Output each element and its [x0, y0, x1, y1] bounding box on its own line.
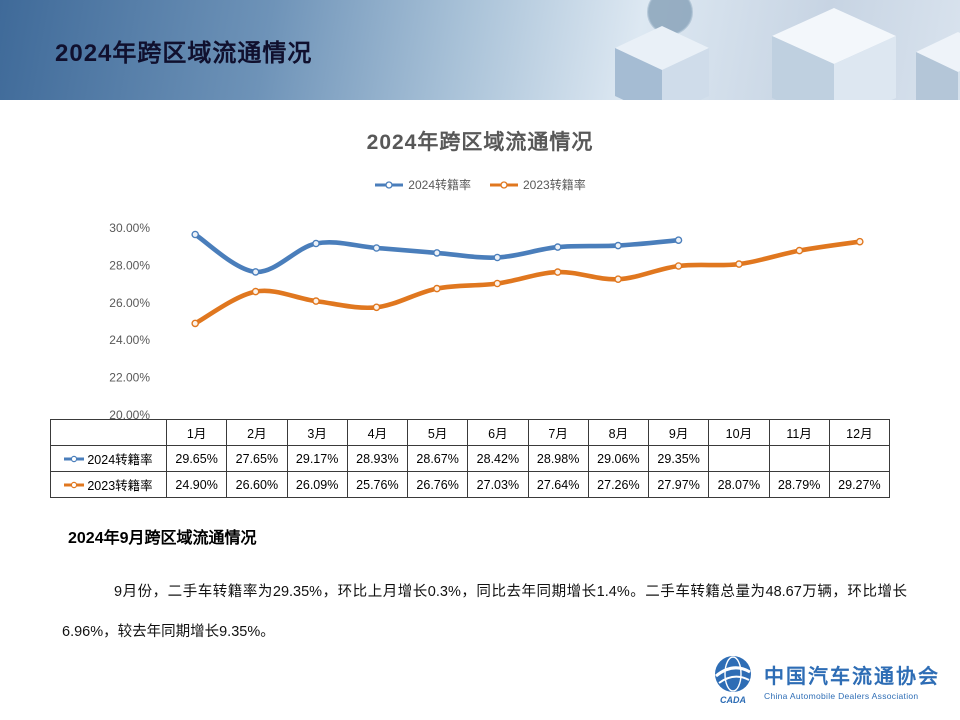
value-cell: 28.79%	[768, 471, 830, 498]
table-corner-cell	[50, 419, 167, 446]
cada-logo-icon: CADA	[715, 656, 751, 705]
value-cell: 27.03%	[467, 471, 529, 498]
svg-text:28.00%: 28.00%	[109, 258, 150, 272]
month-header-cell: 9月	[647, 419, 710, 446]
row-label: 2024转籍率	[87, 453, 153, 467]
value-cell	[768, 445, 830, 472]
month-header-cell: 11月	[768, 419, 830, 446]
value-cell: 25.76%	[346, 471, 409, 498]
cada-logo-text: CADA	[720, 695, 746, 705]
value-cell	[708, 445, 770, 472]
value-cell: 26.76%	[406, 471, 469, 498]
value-cell: 24.90%	[165, 471, 228, 498]
row-label-cell: 2024转籍率	[50, 445, 167, 472]
month-header-cell: 7月	[527, 419, 589, 446]
legend-line-marker-icon	[490, 180, 518, 189]
value-cell: 28.98%	[527, 445, 589, 472]
chart-data-table: 1月 2月 3月 4月 5月 6月 7月 8月 9月 10月 11月 12月 2024转籍率 29.65%…	[50, 419, 891, 498]
value-cell: 29.17%	[286, 445, 348, 472]
month-header-cell: 5月	[406, 419, 469, 446]
row-label-cell: 2023转籍率	[50, 471, 167, 498]
svg-text:24.00%: 24.00%	[109, 333, 150, 347]
month-header-cell: 10月	[708, 419, 770, 446]
table-header-row: 1月 2月 3月 4月 5月 6月 7月 8月 9月 10月 11月 12月	[50, 419, 891, 446]
value-cell: 26.60%	[226, 471, 288, 498]
series-key-icon	[64, 481, 85, 488]
series-key-icon	[64, 455, 85, 462]
legend-label: 2023转籍率	[523, 178, 586, 192]
legend-label: 2024转籍率	[408, 178, 471, 192]
month-header-cell: 6月	[467, 419, 529, 446]
value-cell: 27.65%	[226, 445, 288, 472]
row-label: 2023转籍率	[87, 479, 153, 493]
slide-header: 2024年跨区域流通情况	[0, 0, 960, 100]
slide-title: 2024年跨区域流通情况	[55, 40, 313, 67]
value-cell: 28.07%	[708, 471, 770, 498]
month-header-cell: 12月	[828, 419, 891, 446]
value-cell: 26.09%	[286, 471, 348, 498]
value-cell: 29.35%	[647, 445, 710, 472]
section-heading: 2024年9月跨区域流通情况	[68, 530, 257, 547]
chart-title: 2024年跨区域流通情况	[366, 131, 594, 154]
svg-text:30.00%: 30.00%	[109, 221, 150, 235]
value-cell: 29.06%	[587, 445, 650, 472]
svg-text:22.00%: 22.00%	[109, 371, 150, 385]
value-cell: 29.65%	[165, 445, 228, 472]
value-cell: 29.27%	[828, 471, 891, 498]
value-cell: 27.64%	[527, 471, 589, 498]
legend-line-marker-icon	[375, 180, 404, 189]
org-name-cn: 中国汽车流通协会	[764, 665, 940, 688]
org-name-en: China Automobile Dealers Association	[764, 690, 919, 701]
header-decoration-cubes	[615, 0, 960, 100]
chart-legend: 2024转籍率 2023转籍率	[0, 176, 960, 193]
month-header-cell: 4月	[346, 419, 409, 446]
table-row: 2023转籍率 24.90% 26.60% 26.09% 25.76% 26.76% 27.…	[50, 471, 891, 498]
legend-item: 2023转籍率	[489, 176, 586, 193]
table-row: 2024转籍率 29.65% 27.65% 29.17% 28.93% 28.67% 28.…	[50, 445, 891, 472]
month-header-cell: 2月	[226, 419, 288, 446]
value-cell: 28.93%	[346, 445, 409, 472]
value-cell: 28.67%	[406, 445, 469, 472]
month-header-cell: 1月	[165, 419, 228, 446]
org-logo: CADA 中国汽车流通协会 China Automobile Dealers A…	[710, 654, 940, 706]
svg-text:26.00%: 26.00%	[109, 296, 150, 310]
legend-item: 2024转籍率	[374, 176, 471, 193]
summary-paragraph: 9月份，二手车转籍率为29.35%，环比上月增长0.3%，同比去年同期增长1.4…	[62, 584, 907, 640]
value-cell	[828, 445, 891, 472]
value-cell: 27.97%	[647, 471, 710, 498]
value-cell: 27.26%	[587, 471, 650, 498]
org-name-block: 中国汽车流通协会 China Automobile Dealers Associ…	[764, 660, 940, 701]
month-header-cell: 3月	[286, 419, 348, 446]
month-header-cell: 8月	[587, 419, 650, 446]
value-cell: 28.42%	[467, 445, 529, 472]
